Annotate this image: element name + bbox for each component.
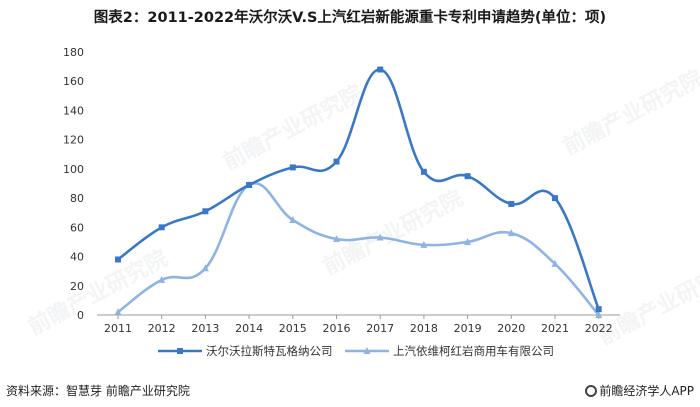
series-1-point: [420, 168, 427, 175]
source-note: 资料来源：智慧芽 前瞻产业研究院: [6, 384, 190, 398]
series-1-point: [333, 158, 340, 165]
series-2-point: [114, 308, 122, 316]
y-tick-label: 80: [70, 192, 84, 205]
x-tick-label: 2017: [366, 322, 394, 335]
x-tick-label: 2015: [279, 322, 307, 335]
series-2-point: [464, 237, 472, 245]
series-1-point: [202, 208, 209, 215]
x-tick-label: 2022: [585, 322, 613, 335]
y-tick-label: 60: [70, 221, 84, 234]
series-2-point: [420, 240, 428, 248]
legend-label-2: 上汽依维柯红岩商用车有限公司: [393, 344, 554, 358]
x-tick-label: 2020: [497, 322, 525, 335]
legend-marker-1: [177, 348, 183, 354]
y-tick-label: 180: [63, 46, 84, 59]
brand-label: 前瞻经济学人APP: [599, 384, 694, 398]
series-1-point: [115, 256, 121, 263]
y-tick-label: 120: [63, 134, 84, 147]
series-1-point: [552, 195, 558, 202]
series-1-point: [377, 66, 384, 73]
series-2-point: [289, 216, 297, 224]
series-2-point: [376, 233, 384, 241]
x-tick-label: 2013: [191, 322, 219, 335]
y-tick-label: 20: [70, 280, 84, 293]
brand-logo-icon: [585, 385, 598, 397]
y-tick-label: 40: [70, 251, 84, 264]
x-tick-label: 2014: [235, 322, 263, 335]
series-line-2: [117, 181, 600, 316]
x-tick-label: 2021: [541, 322, 569, 335]
series-2-point: [595, 311, 603, 318]
x-tick-label: 2012: [148, 322, 176, 335]
legend-label-1: 沃尔沃拉斯特瓦格纳公司: [206, 344, 333, 358]
series-line-1: [117, 68, 600, 310]
series-1-point: [289, 164, 296, 171]
series-1-point: [464, 173, 471, 180]
x-tick-label: 2019: [454, 322, 482, 335]
series-1-point: [158, 224, 165, 231]
series-2-point: [158, 275, 166, 283]
series-2-point: [551, 259, 559, 267]
x-tick-label: 2018: [410, 322, 438, 335]
chart-title: 图表2：2011-2022年沃尔沃V.S上汽红岩新能源重卡专利申请趋势(单位：项…: [93, 10, 607, 26]
x-tick-label: 2016: [323, 322, 351, 335]
y-tick-label: 0: [77, 309, 84, 322]
series-2-point: [333, 235, 340, 243]
series-2-point: [201, 264, 209, 272]
series-1-point: [595, 306, 602, 313]
brand-credit: 前瞻经济学人APP: [585, 382, 694, 399]
y-tick-label: 140: [63, 104, 84, 117]
series-1-point: [508, 200, 515, 207]
y-tick-label: 160: [63, 75, 84, 88]
series-1-point: [246, 181, 253, 188]
y-tick-label: 100: [63, 163, 84, 176]
legend-marker-2: [363, 347, 371, 354]
series-2-point: [507, 229, 515, 237]
x-tick-label: 2011: [104, 322, 132, 335]
